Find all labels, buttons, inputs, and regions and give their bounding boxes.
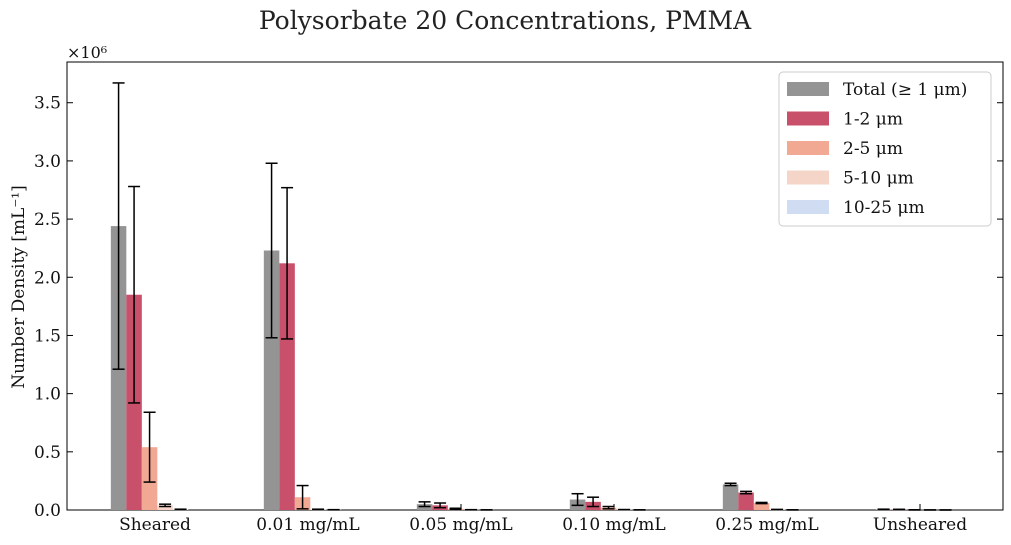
bar xyxy=(263,250,280,510)
y-tick-label: 1.5 xyxy=(34,326,61,346)
y-tick-label: 3.5 xyxy=(34,94,61,114)
y-tick-label: 1.0 xyxy=(34,385,61,405)
x-tick-label: Unsheared xyxy=(873,515,967,535)
bar xyxy=(738,492,754,510)
legend-label: 10-25 μm xyxy=(843,198,925,218)
legend-label: 5-10 μm xyxy=(843,169,914,189)
legend: Total (≥ 1 μm) 1-2 μm 2-5 μm 5-10 μm 10-25 μ… xyxy=(778,71,992,227)
legend-label: 2-5 μm xyxy=(843,139,903,159)
x-tick-label: 0.01 mg/mL xyxy=(256,515,359,535)
y-axis-label: Number Density [mL⁻¹] xyxy=(9,185,29,389)
y-tick-label: 2.0 xyxy=(34,268,61,288)
legend-label: 1-2 μm xyxy=(843,110,903,130)
x-tick-label: 0.05 mg/mL xyxy=(409,515,512,535)
plot-area: 0.0 0.5 1.0 1.5 2.0 2.5 3.0 3.5 Sheared 0.01 mg/m… xyxy=(34,61,1004,535)
bar xyxy=(157,505,173,510)
legend-box xyxy=(778,71,992,227)
y-tick-label: 0.5 xyxy=(34,443,61,463)
plot-frame xyxy=(66,61,1004,511)
y-axis-multiplier: ×10⁶ xyxy=(67,43,107,62)
bar xyxy=(722,484,739,510)
legend-swatch xyxy=(787,82,829,96)
bar xyxy=(753,503,770,510)
x-tick-label: Sheared xyxy=(119,515,191,535)
legend-swatch xyxy=(787,200,829,214)
legend-label: Total (≥ 1 μm) xyxy=(843,80,967,100)
x-tick-label: 0.25 mg/mL xyxy=(715,515,818,535)
legend-swatch xyxy=(787,170,829,185)
y-tick-label: 0.0 xyxy=(34,501,61,521)
legend-swatch xyxy=(787,141,829,155)
x-tick-label: 0.10 mg/mL xyxy=(562,515,665,535)
y-tick-label: 2.5 xyxy=(34,210,61,230)
chart-title: Polysorbate 20 Concentrations, PMMA xyxy=(259,6,752,35)
legend-swatch xyxy=(787,111,829,126)
bar xyxy=(279,263,295,510)
y-tick-label: 3.0 xyxy=(34,152,61,172)
